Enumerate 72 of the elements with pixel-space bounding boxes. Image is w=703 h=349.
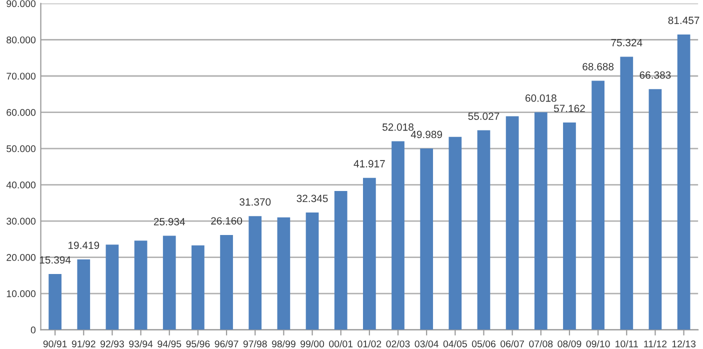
data-label: 41.917 bbox=[354, 160, 385, 168]
x-tick-label: 96/97 bbox=[214, 340, 238, 348]
x-tick-label: 91/92 bbox=[72, 340, 96, 348]
y-tick-label: 0 bbox=[30, 326, 36, 334]
data-label: 26.160 bbox=[211, 217, 242, 225]
y-tick-label: 10.000 bbox=[6, 290, 36, 298]
x-tick-label: 11/12 bbox=[644, 340, 667, 348]
data-label: 52.018 bbox=[382, 123, 414, 131]
bar bbox=[134, 240, 148, 330]
y-tick-label: 70.000 bbox=[6, 72, 36, 80]
data-label: 60.018 bbox=[526, 94, 556, 102]
x-tick-label: 05/06 bbox=[472, 340, 496, 348]
y-tick-label: 30.000 bbox=[6, 218, 36, 225]
x-tick-label: 93/94 bbox=[129, 340, 153, 348]
x-tick-label: 10/11 bbox=[616, 340, 638, 348]
bar bbox=[362, 178, 376, 330]
bar bbox=[306, 212, 319, 330]
data-label: 25.934 bbox=[154, 218, 186, 226]
data-label: 81.457 bbox=[668, 16, 700, 24]
y-tick-label: 80.000 bbox=[6, 36, 36, 44]
bar bbox=[277, 217, 290, 330]
data-label: 19.419 bbox=[68, 242, 100, 250]
bar bbox=[106, 244, 119, 330]
x-tick-label: 09/10 bbox=[586, 340, 610, 348]
data-label: 32.345 bbox=[296, 194, 328, 202]
bar bbox=[48, 274, 62, 330]
x-tick-label: 07/08 bbox=[529, 340, 553, 348]
bar bbox=[334, 190, 348, 330]
bar bbox=[220, 234, 233, 330]
bar bbox=[506, 116, 519, 330]
bar bbox=[420, 148, 434, 330]
data-label: 68.688 bbox=[582, 62, 614, 70]
bar bbox=[192, 245, 204, 330]
data-label: 75.324 bbox=[611, 38, 642, 46]
bar bbox=[448, 136, 462, 330]
data-label: 15.394 bbox=[40, 256, 71, 264]
x-tick-label: 04/05 bbox=[443, 340, 467, 348]
bar bbox=[248, 216, 262, 330]
bar bbox=[534, 112, 548, 330]
data-label: 66.383 bbox=[640, 71, 671, 79]
y-tick-label: 60.000 bbox=[6, 108, 36, 116]
x-tick-label: 97/98 bbox=[243, 340, 267, 348]
y-tick-label: 40.000 bbox=[6, 182, 36, 188]
x-tick-label: 95/96 bbox=[186, 340, 210, 348]
x-tick-label: 90/91 bbox=[43, 340, 67, 348]
bar bbox=[620, 56, 634, 330]
x-tick-label: 02/03 bbox=[386, 340, 410, 348]
x-tick-label: 06/07 bbox=[500, 340, 524, 348]
x-tick-label: 01/02 bbox=[358, 340, 382, 348]
bar bbox=[648, 89, 662, 330]
bar bbox=[592, 80, 604, 330]
y-tick-label: 90.000 bbox=[6, 0, 36, 8]
x-tick-label: 92/93 bbox=[100, 340, 124, 348]
bar bbox=[162, 236, 176, 330]
x-tick-label: 99/00 bbox=[300, 340, 324, 348]
data-label: 31.370 bbox=[240, 198, 271, 206]
x-tick-label: 94/95 bbox=[158, 340, 182, 348]
y-tick-label: 50.000 bbox=[6, 145, 36, 152]
bar bbox=[677, 34, 690, 330]
bar bbox=[392, 141, 404, 330]
data-label: 55.027 bbox=[468, 112, 500, 120]
x-tick-label: 00/01 bbox=[329, 340, 353, 348]
bar bbox=[477, 130, 490, 330]
bar bbox=[563, 122, 576, 330]
x-tick-label: 12/13 bbox=[672, 340, 696, 348]
y-tick-label: 20.000 bbox=[6, 254, 36, 261]
x-tick-label: 08/09 bbox=[558, 340, 582, 348]
data-label: 49.989 bbox=[410, 130, 442, 138]
bar bbox=[77, 259, 90, 330]
data-label: 57.162 bbox=[554, 104, 585, 112]
x-tick-label: 03/04 bbox=[414, 340, 438, 348]
x-tick-label: 98/99 bbox=[272, 340, 296, 348]
